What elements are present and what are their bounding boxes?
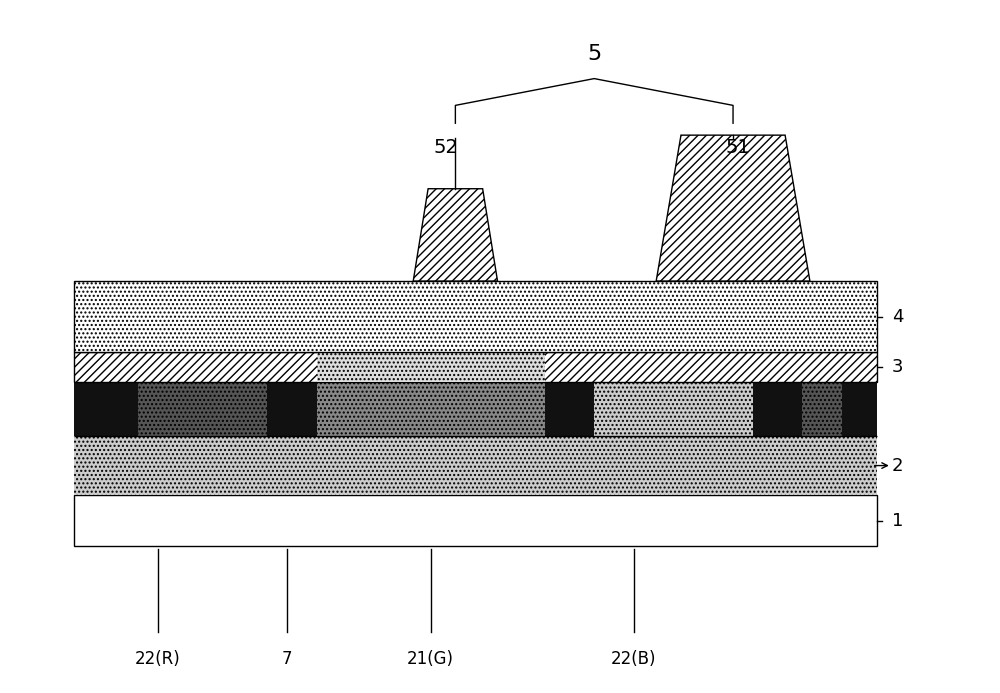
- Text: 22(R): 22(R): [135, 650, 181, 668]
- Text: 2: 2: [892, 457, 903, 475]
- Text: 5: 5: [587, 44, 601, 64]
- Text: 7: 7: [282, 650, 292, 668]
- Text: 4: 4: [892, 308, 903, 326]
- Bar: [317, 383, 545, 436]
- Bar: [74, 495, 877, 546]
- Bar: [802, 383, 842, 436]
- Bar: [74, 353, 877, 383]
- Text: 22(B): 22(B): [611, 650, 657, 668]
- Text: 51: 51: [726, 138, 750, 157]
- Text: 1: 1: [892, 511, 903, 529]
- Bar: [74, 383, 877, 436]
- Polygon shape: [656, 135, 810, 281]
- Bar: [74, 436, 877, 495]
- Text: 21(G): 21(G): [407, 650, 454, 668]
- Bar: [74, 281, 877, 353]
- Bar: [138, 383, 267, 436]
- Bar: [317, 353, 545, 383]
- Bar: [594, 383, 753, 436]
- Text: 52: 52: [433, 138, 458, 157]
- Text: 3: 3: [892, 358, 903, 376]
- Polygon shape: [413, 188, 498, 281]
